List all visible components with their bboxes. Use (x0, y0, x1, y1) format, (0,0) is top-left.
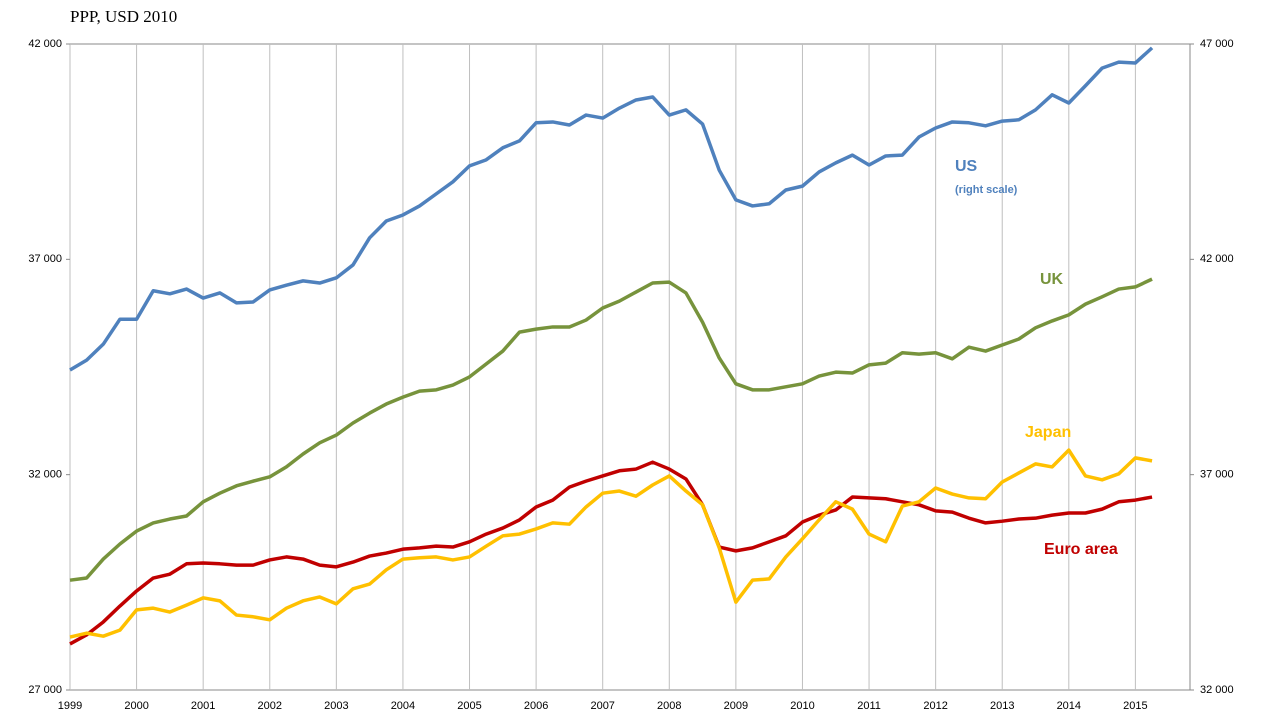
x-tick-label: 2001 (191, 700, 215, 712)
x-tick-label: 2005 (457, 700, 481, 712)
series-line (69, 277, 1153, 582)
x-tick-label: 2006 (524, 700, 548, 712)
y2-tick-label: 42 000 (1200, 253, 1234, 265)
series-label: Euro area (1044, 541, 1118, 558)
x-tick-label: 2011 (857, 700, 881, 712)
series-label: Japan (1025, 424, 1071, 441)
series-label: US (955, 158, 978, 175)
x-tick-label: 2010 (790, 700, 814, 712)
x-tick-label: 2014 (1057, 700, 1081, 712)
y2-tick-label: 47 000 (1200, 38, 1234, 50)
y2-tick-label: 32 000 (1200, 684, 1234, 696)
x-tick-label: 2000 (124, 700, 148, 712)
y-tick-label: 27 000 (28, 684, 62, 696)
x-tick-label: 2015 (1123, 700, 1147, 712)
x-tick-label: 2003 (324, 700, 348, 712)
y-tick-label: 42 000 (28, 38, 62, 50)
series-line (69, 46, 1154, 372)
x-tick-label: 2007 (590, 700, 614, 712)
plot-frame (69, 43, 1191, 691)
x-tick-label: 2002 (258, 700, 282, 712)
y-tick-label: 37 000 (28, 253, 62, 265)
series-line (69, 460, 1153, 646)
x-tick-label: 2013 (990, 700, 1014, 712)
series-label: UK (1040, 271, 1064, 288)
annotation: (right scale) (955, 184, 1018, 196)
y2-tick-label: 37 000 (1200, 469, 1234, 481)
series-line (69, 448, 1153, 639)
x-tick-label: 2004 (391, 700, 415, 712)
chart-title: PPP, USD 2010 (70, 7, 177, 26)
y-tick-label: 32 000 (28, 469, 62, 481)
x-tick-label: 2012 (923, 700, 947, 712)
x-tick-label: 1999 (58, 700, 82, 712)
x-tick-label: 2008 (657, 700, 681, 712)
x-tick-label: 2009 (724, 700, 748, 712)
